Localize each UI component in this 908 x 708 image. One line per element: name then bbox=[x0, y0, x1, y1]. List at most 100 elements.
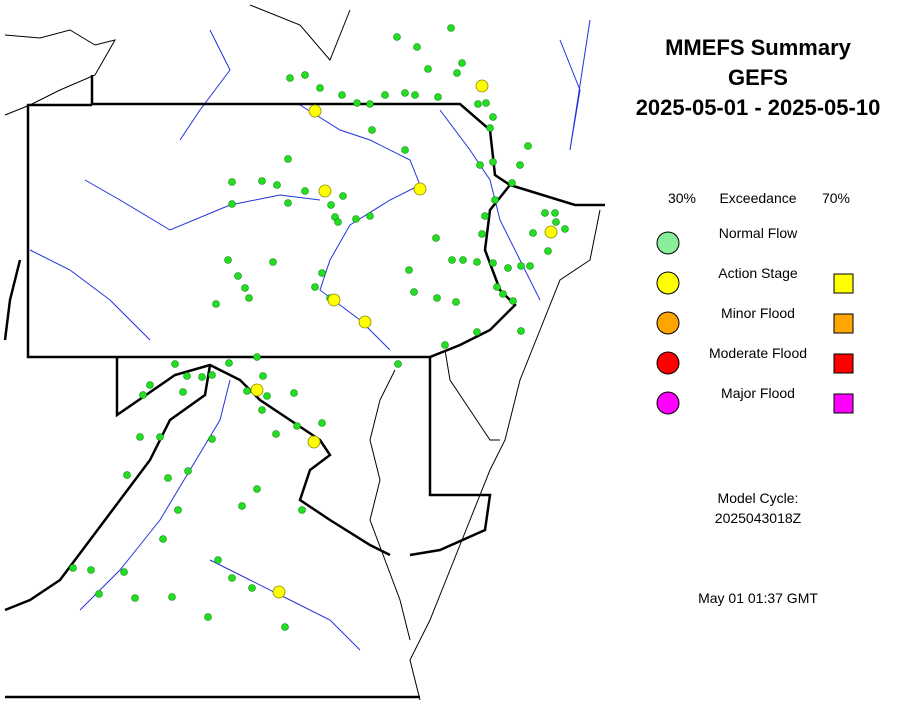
model-cycle-label: Model Cycle: bbox=[718, 490, 799, 506]
gauge-normal bbox=[290, 389, 298, 397]
legend-header: 70% bbox=[822, 190, 850, 206]
gauge-normal bbox=[183, 372, 191, 380]
gauge-normal bbox=[298, 506, 306, 514]
gauge-action bbox=[413, 182, 427, 196]
legend-label: Major Flood bbox=[721, 385, 795, 401]
gauge-normal bbox=[139, 391, 147, 399]
gauge-normal bbox=[433, 294, 441, 302]
gauge-normal bbox=[481, 212, 489, 220]
gauge-normal bbox=[253, 485, 261, 493]
gauge-normal bbox=[168, 593, 176, 601]
gauge-layer bbox=[69, 24, 569, 631]
gauge-normal bbox=[284, 155, 292, 163]
gauge-normal bbox=[366, 212, 374, 220]
gauge-normal bbox=[156, 433, 164, 441]
gauge-normal bbox=[405, 266, 413, 274]
gauge-action bbox=[318, 184, 332, 198]
gauge-normal bbox=[245, 294, 253, 302]
gauge-action bbox=[358, 315, 372, 329]
gauge-normal bbox=[228, 200, 236, 208]
gauge-normal bbox=[489, 113, 497, 121]
legend-header: Exceedance bbox=[719, 190, 796, 206]
state-border bbox=[409, 357, 492, 557]
river bbox=[79, 379, 231, 611]
legend-label: Action Stage bbox=[718, 265, 798, 281]
gauge-normal bbox=[458, 59, 466, 67]
title-line: GEFS bbox=[728, 65, 788, 90]
gauge-normal bbox=[311, 283, 319, 291]
gauge-normal bbox=[459, 256, 467, 264]
gauge-normal bbox=[441, 341, 449, 349]
gauge-normal bbox=[159, 535, 167, 543]
legend-label: Minor Flood bbox=[721, 305, 795, 321]
gauge-normal bbox=[504, 264, 512, 272]
legend: Normal Flow Action Stage Minor Flood Modera… bbox=[656, 225, 854, 415]
gauge-normal bbox=[516, 161, 524, 169]
title-line: 2025-05-01 - 2025-05-10 bbox=[636, 95, 881, 120]
gauge-normal bbox=[327, 201, 335, 209]
gauge-normal bbox=[334, 218, 342, 226]
state-border bbox=[3, 259, 22, 341]
gauge-normal bbox=[544, 247, 552, 255]
state-border bbox=[509, 183, 605, 207]
legend-circle bbox=[656, 231, 680, 255]
gauge-normal bbox=[184, 467, 192, 475]
gauge-normal bbox=[526, 262, 534, 270]
legend-circle bbox=[656, 351, 680, 375]
gauge-normal bbox=[338, 91, 346, 99]
gauge-action bbox=[307, 435, 321, 449]
basemap bbox=[3, 4, 605, 701]
gauge-normal bbox=[204, 613, 212, 621]
gauge-normal bbox=[131, 594, 139, 602]
gauge-normal bbox=[272, 430, 280, 438]
gauge-normal bbox=[318, 419, 326, 427]
gauge-normal bbox=[174, 506, 182, 514]
delaware-bay-shore bbox=[444, 349, 500, 441]
gauge-normal bbox=[517, 327, 525, 335]
gauge-normal bbox=[482, 99, 490, 107]
gauge-action bbox=[327, 293, 341, 307]
gauge-normal bbox=[401, 146, 409, 154]
gauge-normal bbox=[214, 556, 222, 564]
model-cycle-value: 2025043018Z bbox=[715, 510, 802, 526]
legend-square bbox=[833, 313, 854, 334]
gauge-normal bbox=[489, 259, 497, 267]
gauge-normal bbox=[491, 196, 499, 204]
state-border bbox=[4, 364, 212, 612]
gauge-normal bbox=[87, 566, 95, 574]
gauge-normal bbox=[263, 392, 271, 400]
gauge-normal bbox=[453, 69, 461, 77]
gauge-normal bbox=[281, 623, 289, 631]
gauge-normal bbox=[212, 300, 220, 308]
gauge-normal bbox=[225, 359, 233, 367]
title-line: MMEFS Summary bbox=[665, 35, 852, 60]
gauge-normal bbox=[318, 269, 326, 277]
gauge-normal bbox=[401, 89, 409, 97]
gauge-normal bbox=[411, 91, 419, 99]
gauge-normal bbox=[243, 387, 251, 395]
gauge-normal bbox=[95, 590, 103, 598]
gauge-normal bbox=[284, 199, 292, 207]
river bbox=[299, 104, 421, 351]
gauge-normal bbox=[493, 283, 501, 291]
gauge-normal bbox=[478, 230, 486, 238]
gauge-normal bbox=[228, 574, 236, 582]
gauge-normal bbox=[253, 353, 261, 361]
gauge-normal bbox=[476, 161, 484, 169]
river bbox=[84, 179, 321, 231]
gauge-action bbox=[250, 383, 264, 397]
gauge-normal bbox=[171, 360, 179, 368]
legend-label: Normal Flow bbox=[719, 225, 798, 241]
river bbox=[209, 559, 361, 651]
gauge-normal bbox=[517, 262, 525, 270]
legend-square bbox=[833, 353, 854, 374]
gauge-normal bbox=[198, 373, 206, 381]
gauge-normal bbox=[473, 258, 481, 266]
state-border bbox=[26, 75, 517, 359]
gauge-normal bbox=[434, 93, 442, 101]
gauge-normal bbox=[259, 372, 267, 380]
gauge-normal bbox=[123, 471, 131, 479]
chesapeake-shore bbox=[369, 369, 411, 641]
gauge-normal bbox=[136, 433, 144, 441]
gauge-normal bbox=[269, 258, 277, 266]
